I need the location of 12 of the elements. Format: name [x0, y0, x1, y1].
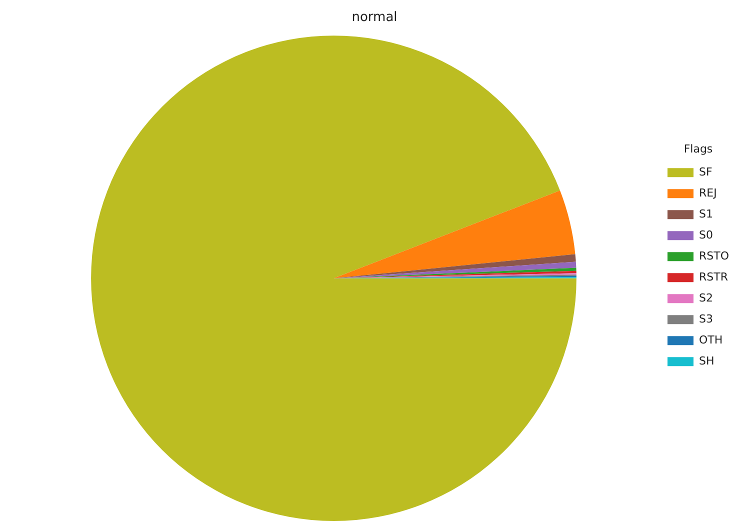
legend-label: REJ	[698, 186, 717, 200]
legend-label: S3	[698, 312, 713, 326]
legend-label: RSTO	[698, 249, 730, 262]
legend-label: SH	[698, 354, 714, 368]
legend-label: S1	[698, 207, 713, 220]
legend-title: Flags	[684, 142, 713, 156]
legend-label: S0	[698, 228, 713, 242]
legend-label: OTH	[698, 333, 723, 346]
chart-title: normal	[352, 10, 398, 26]
legend-label: S2	[698, 291, 713, 304]
legend-label: RSTR	[698, 270, 728, 284]
legend-label: SF	[698, 165, 712, 178]
